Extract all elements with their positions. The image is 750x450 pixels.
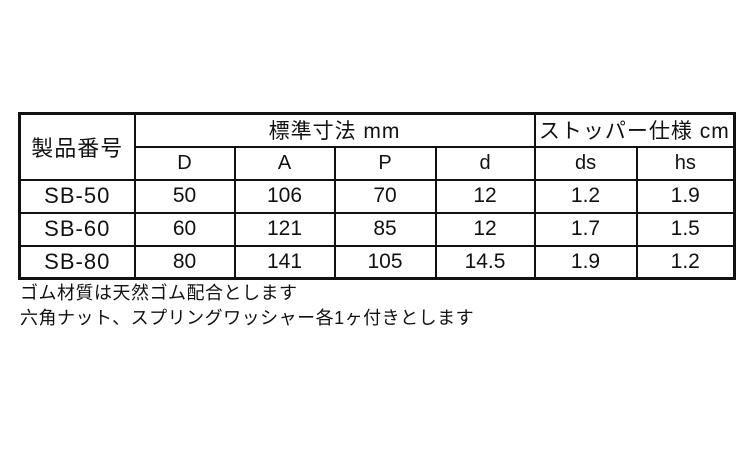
value-cell: 106 bbox=[233, 178, 336, 214]
col-header-hs: hs bbox=[635, 145, 736, 181]
note-rubber-material: ゴム材質は天然ゴム配合とします bbox=[20, 283, 298, 303]
value-cell: 14.5 bbox=[434, 244, 536, 280]
group-header-row: 製品番号 標準寸法 mm ストッパー仕様 cm bbox=[18, 112, 736, 181]
footnotes: ゴム材質は天然ゴム配合とします 六角ナット、スプリングワッシャー各1ヶ付きとしま… bbox=[20, 281, 474, 331]
table-row: SB-80 80 141 105 14.5 1.9 1.2 bbox=[18, 244, 736, 280]
value-cell: 1.9 bbox=[635, 178, 736, 214]
value-cell: 50 bbox=[133, 178, 236, 214]
value-cell: 141 bbox=[233, 244, 336, 280]
product-name: SB-80 bbox=[18, 244, 136, 280]
stopper-spec-header: ストッパー仕様 cm bbox=[533, 112, 736, 148]
col-header-D: D bbox=[133, 145, 236, 181]
product-name: SB-60 bbox=[18, 211, 136, 247]
col-header-A: A bbox=[233, 145, 336, 181]
sub-header-row: D A P d ds hs bbox=[20, 145, 736, 181]
value-cell: 80 bbox=[133, 244, 236, 280]
table-row: SB-60 60 121 85 12 1.7 1.5 bbox=[18, 211, 736, 247]
value-cell: 85 bbox=[333, 211, 437, 247]
note-included-parts: 六角ナット、スプリングワッシャー各1ヶ付きとします bbox=[20, 308, 475, 328]
col-header-P: P bbox=[333, 145, 437, 181]
table-row: SB-50 50 106 70 12 1.2 1.9 bbox=[18, 178, 736, 214]
value-cell: 1.2 bbox=[635, 244, 736, 280]
value-cell: 70 bbox=[333, 178, 437, 214]
spec-table: 製品番号 標準寸法 mm ストッパー仕様 cm D A P d ds hs SB… bbox=[18, 112, 737, 280]
value-cell: 121 bbox=[233, 211, 336, 247]
value-cell: 105 bbox=[333, 244, 437, 280]
product-number-header: 製品番号 bbox=[18, 112, 136, 181]
col-header-ds: ds bbox=[533, 145, 638, 181]
value-cell: 1.5 bbox=[635, 211, 736, 247]
value-cell: 12 bbox=[434, 211, 536, 247]
value-cell: 1.9 bbox=[533, 244, 638, 280]
value-cell: 60 bbox=[133, 211, 236, 247]
standard-dimensions-header: 標準寸法 mm bbox=[133, 112, 536, 148]
value-cell: 12 bbox=[434, 178, 536, 214]
col-header-d: d bbox=[434, 145, 536, 181]
product-name: SB-50 bbox=[18, 178, 136, 214]
value-cell: 1.7 bbox=[533, 211, 638, 247]
value-cell: 1.2 bbox=[533, 178, 638, 214]
